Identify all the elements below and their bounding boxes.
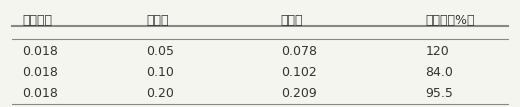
- Text: 0.209: 0.209: [281, 87, 317, 100]
- Text: 0.018: 0.018: [22, 66, 58, 79]
- Text: 加标量: 加标量: [146, 14, 168, 27]
- Text: 0.018: 0.018: [22, 45, 58, 58]
- Text: 0.20: 0.20: [146, 87, 174, 100]
- Text: 测定值: 测定值: [281, 14, 303, 27]
- Text: 84.0: 84.0: [425, 66, 453, 79]
- Text: 0.102: 0.102: [281, 66, 317, 79]
- Text: 0.078: 0.078: [281, 45, 317, 58]
- Text: 0.05: 0.05: [146, 45, 174, 58]
- Text: 样品本底: 样品本底: [22, 14, 52, 27]
- Text: 0.018: 0.018: [22, 87, 58, 100]
- Text: 0.10: 0.10: [146, 66, 174, 79]
- Text: 回收率（%）: 回收率（%）: [425, 14, 475, 27]
- Text: 95.5: 95.5: [425, 87, 453, 100]
- Text: 120: 120: [425, 45, 449, 58]
